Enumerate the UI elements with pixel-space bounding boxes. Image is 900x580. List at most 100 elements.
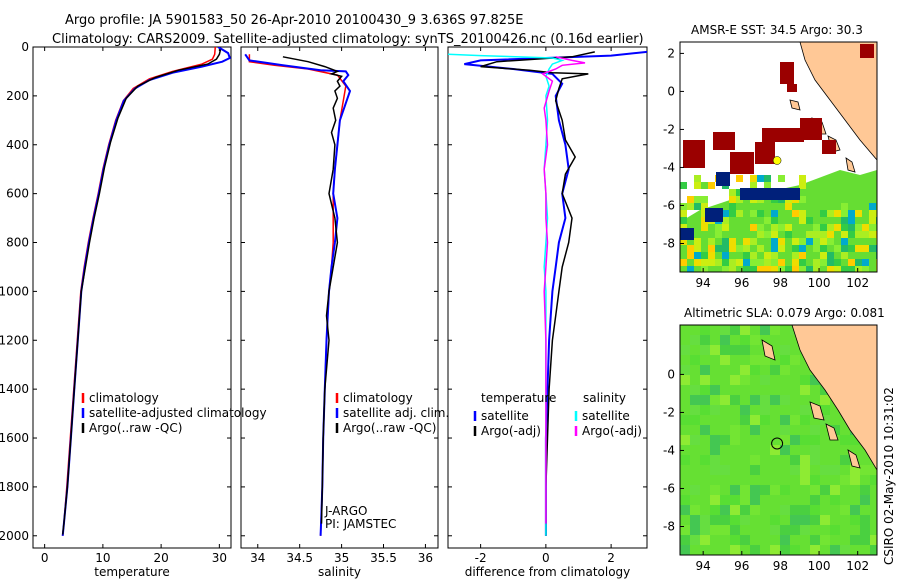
sst-pixel [680, 238, 687, 245]
sst-pixel [806, 217, 813, 224]
difference-panel-series [448, 50, 647, 536]
sst-pixel [820, 266, 827, 272]
sst-pixel [827, 266, 834, 272]
cool-block [705, 208, 723, 222]
map-y-tick-label: -4 [663, 160, 675, 174]
sla-pixel [760, 355, 770, 365]
sla-pixel [750, 335, 760, 345]
legend-label: Argo(-adj) [582, 424, 642, 438]
sla-pixel [810, 515, 820, 525]
sla-pixel [730, 545, 740, 555]
sla-pixel [780, 345, 790, 355]
sst-pixel [764, 266, 771, 272]
legend-label: climatology [89, 391, 159, 405]
sla-pixel [690, 525, 700, 535]
sst-pixel [841, 252, 848, 259]
sst-pixel [680, 245, 687, 252]
warm-block [787, 84, 797, 92]
sst-pixel [862, 231, 869, 238]
sst-pixel [785, 231, 792, 238]
island-sla-1 [761, 339, 776, 361]
sst-pixel [757, 266, 764, 272]
sst-map-title: AMSR-E SST: 34.5 Argo: 30.3 [691, 23, 863, 37]
sla-pixel [780, 435, 790, 445]
sst-pixel [778, 259, 785, 266]
sst-pixel [848, 217, 855, 224]
sla-pixel [690, 395, 700, 405]
series-line [61, 47, 217, 536]
y-tick-label: 400 [6, 138, 29, 152]
sla-pixel [690, 355, 700, 365]
sst-pixel [799, 217, 806, 224]
sla-pixel [720, 345, 730, 355]
sla-pixel [780, 415, 790, 425]
sst-pixel [799, 182, 806, 189]
sla-pixel [700, 345, 710, 355]
sst-pixel [841, 203, 848, 210]
sla-pixel [730, 505, 740, 515]
sla-pixel [690, 435, 700, 445]
sst-pixel [862, 266, 869, 272]
island-sla-3 [825, 423, 839, 441]
sst-pixel [743, 266, 750, 272]
sla-pixel [690, 505, 700, 515]
sst-pixel [708, 252, 715, 259]
sla-pixel [760, 415, 770, 425]
sla-pixel [730, 325, 740, 335]
sla-pixel [810, 475, 820, 485]
sst-pixel [722, 238, 729, 245]
sla-pixel [750, 485, 760, 495]
sla-pixel [800, 435, 810, 445]
sla-pixel [680, 535, 690, 545]
sla-pixel [820, 535, 830, 545]
sst-pixel [771, 231, 778, 238]
sst-pixel [694, 252, 701, 259]
sst-pixel [834, 224, 841, 231]
sla-pixel [770, 525, 780, 535]
sla-pixel [710, 345, 720, 355]
sla-pixel [860, 525, 870, 535]
sst-pixel [778, 210, 785, 217]
y-tick-label: 1800 [0, 480, 29, 494]
sla-pixel [800, 525, 810, 535]
sst-pixel [743, 238, 750, 245]
sla-pixel [780, 355, 790, 365]
y-tick-label: 1000 [0, 284, 29, 298]
temperature-panel: 0 10 20 30 0 200 400 600 800 1000 1200 1400 1600 1800… [0, 40, 267, 579]
map-y-tick-label: -6 [663, 481, 675, 495]
sst-pixel [680, 224, 687, 231]
sla-pixel [700, 375, 710, 385]
sla-pixel [830, 545, 840, 555]
sst-pixel [750, 175, 757, 182]
sla-pixel [710, 405, 720, 415]
y-tick-label: 0 [21, 40, 29, 54]
sst-pixel [729, 203, 736, 210]
sst-pixel [820, 245, 827, 252]
sla-pixel [800, 405, 810, 415]
legend-label: satellite [582, 409, 630, 423]
sst-pixel [743, 245, 750, 252]
sla-map-axes: 94 96 98 100 102 0 -2 -4 -6 -8 [663, 367, 869, 573]
sst-pixel [771, 203, 778, 210]
sla-pixel [740, 515, 750, 525]
sst-pixel [841, 224, 848, 231]
sla-pixel [680, 505, 690, 515]
sla-pixel [740, 535, 750, 545]
salinity-panel-xlabel: salinity [318, 565, 361, 579]
sla-pixel [860, 535, 870, 545]
sla-pixel [810, 535, 820, 545]
sst-pixel [848, 245, 855, 252]
sst-pixel [715, 231, 722, 238]
sst-pixel [736, 196, 743, 203]
sst-pixel [764, 182, 771, 189]
sla-pixel [870, 535, 877, 545]
sst-pixel [848, 231, 855, 238]
sla-pixel [690, 485, 700, 495]
sst-pixel [708, 245, 715, 252]
sst-pixel [736, 245, 743, 252]
warm-block [822, 140, 836, 154]
sst-pixel [799, 266, 806, 272]
sla-pixel [730, 525, 740, 535]
sla-pixel [690, 515, 700, 525]
